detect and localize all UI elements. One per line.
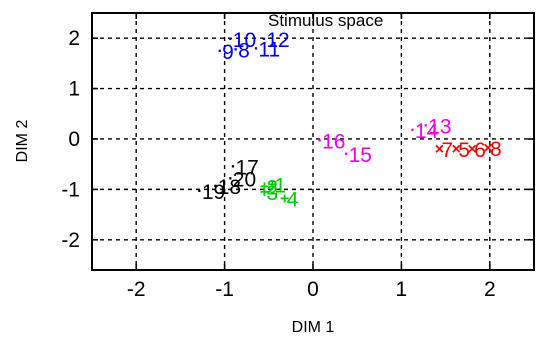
data-point-marker: + bbox=[280, 190, 289, 207]
data-point-marker: · bbox=[228, 170, 233, 187]
data-point-label: 4 bbox=[287, 188, 299, 211]
data-point-label: 3 bbox=[266, 182, 278, 205]
data-point-marker: + bbox=[260, 184, 269, 201]
y-axis-label: DIM 2 bbox=[14, 120, 31, 163]
data-point-label: 7 bbox=[441, 139, 453, 162]
data-point-marker: · bbox=[228, 31, 233, 48]
data-point-label: 19 bbox=[202, 181, 225, 204]
data-point-marker: · bbox=[218, 43, 223, 60]
chart-title: Stimulus space bbox=[268, 11, 383, 30]
data-point-label: 17 bbox=[235, 157, 258, 180]
data-point-label: 11 bbox=[258, 38, 280, 61]
data-point-label: 14 bbox=[415, 120, 439, 143]
x-tick-label: 2 bbox=[484, 278, 496, 301]
x-tick-label: 0 bbox=[307, 278, 319, 301]
data-point-marker: · bbox=[213, 178, 218, 195]
y-tick-label: -2 bbox=[61, 229, 80, 252]
data-point-marker: · bbox=[317, 132, 322, 149]
y-tick-label: 1 bbox=[68, 78, 80, 101]
data-point-label: 16 bbox=[322, 130, 345, 153]
data-point-marker: + bbox=[268, 176, 277, 193]
data-point-marker: + bbox=[260, 178, 269, 195]
data-point-label: 20 bbox=[233, 168, 256, 191]
data-point-marker: · bbox=[344, 146, 349, 163]
data-point-marker: · bbox=[254, 40, 259, 57]
x-tick-label: -1 bbox=[215, 278, 234, 301]
data-point-label: 1 bbox=[274, 174, 286, 197]
x-tick-label: -2 bbox=[127, 278, 146, 301]
y-tick-label: 0 bbox=[68, 128, 80, 151]
point-markers: · ·· · ····· +++ +··· ·× × × × bbox=[197, 31, 493, 207]
data-point-marker: · bbox=[410, 122, 415, 139]
data-point-label: 8 bbox=[490, 138, 502, 161]
data-point-marker: · bbox=[231, 159, 236, 176]
x-axis-label: DIM 1 bbox=[292, 319, 335, 336]
data-point-label: 5 bbox=[458, 139, 470, 162]
data-point-label: 2 bbox=[266, 176, 278, 199]
y-tick-label: 2 bbox=[68, 27, 80, 50]
grid-lines bbox=[92, 13, 534, 270]
data-point-label: 12 bbox=[266, 29, 289, 52]
data-point-label: 6 bbox=[474, 139, 486, 162]
data-point-marker: × bbox=[467, 141, 476, 158]
data-point-marker: × bbox=[483, 140, 492, 157]
data-point-marker: · bbox=[233, 41, 238, 58]
data-point-marker: · bbox=[197, 183, 202, 200]
data-point-label: 15 bbox=[349, 144, 372, 167]
data-point-marker: · bbox=[262, 31, 267, 48]
y-tick-label: -1 bbox=[61, 178, 80, 201]
data-point-label: 10 bbox=[233, 29, 256, 52]
data-point-marker: · bbox=[423, 117, 428, 134]
data-point-marker: × bbox=[452, 141, 461, 158]
data-point-marker: × bbox=[435, 141, 444, 158]
data-point-label: 8 bbox=[238, 39, 250, 62]
x-tick-label: 1 bbox=[396, 278, 408, 301]
data-point-label: 13 bbox=[428, 115, 451, 138]
data-point-label: 9 bbox=[222, 41, 234, 64]
data-point-label: 18 bbox=[218, 176, 241, 199]
